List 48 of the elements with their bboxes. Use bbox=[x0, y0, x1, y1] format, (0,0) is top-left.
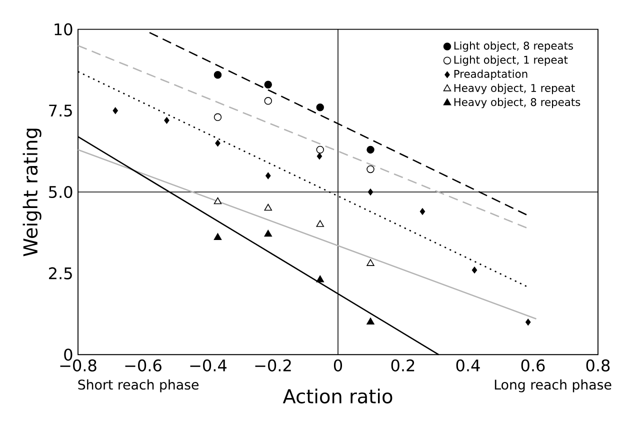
point bbox=[420, 208, 426, 215]
y-tick-label: 0 bbox=[64, 348, 72, 361]
point bbox=[266, 172, 271, 180]
point bbox=[366, 318, 374, 325]
legend-label: Heavy object, 1 repeat bbox=[454, 84, 575, 94]
point bbox=[472, 266, 478, 274]
y-axis-title: Weight rating bbox=[22, 128, 42, 256]
y-tick-label: 10 bbox=[54, 23, 72, 36]
x-tick-label: 0.6 bbox=[521, 359, 545, 372]
x-tick-label: 0.4 bbox=[456, 359, 480, 372]
point bbox=[316, 220, 324, 227]
legend-label: Preadaptation bbox=[454, 70, 528, 80]
point bbox=[368, 188, 374, 196]
point bbox=[316, 275, 324, 282]
x-axis-title: Action ratio bbox=[282, 388, 392, 404]
x-tick-label: −0.6 bbox=[125, 359, 162, 372]
legend-label: Heavy object, 8 repeats bbox=[454, 98, 580, 108]
point bbox=[214, 113, 222, 122]
legend-label: Light object, 1 repeat bbox=[454, 56, 568, 66]
x-tick-label: 0.2 bbox=[391, 359, 414, 372]
point bbox=[264, 230, 272, 237]
x-tick-label: −0.2 bbox=[255, 359, 291, 372]
x-tick-label: 0.8 bbox=[586, 359, 610, 372]
point bbox=[264, 80, 272, 88]
y-tick-label: 7.5 bbox=[49, 104, 72, 117]
point bbox=[215, 140, 220, 147]
x-tick-label: −0.4 bbox=[190, 359, 227, 372]
legend-label: Light object, 8 repeats bbox=[454, 41, 574, 52]
y-tick-label: 5.0 bbox=[49, 186, 72, 198]
point bbox=[164, 117, 170, 124]
point bbox=[366, 165, 374, 174]
text: Short reach phase bbox=[78, 379, 199, 392]
x-tick-label: 0 bbox=[334, 359, 342, 372]
point bbox=[316, 152, 322, 160]
point bbox=[112, 107, 118, 114]
point bbox=[214, 71, 222, 79]
y-tick-label: 2.5 bbox=[49, 267, 72, 280]
point bbox=[214, 197, 222, 204]
point bbox=[264, 204, 272, 211]
x-tick-label: −0.8 bbox=[60, 359, 96, 372]
point bbox=[214, 233, 222, 240]
point bbox=[366, 146, 374, 154]
point bbox=[316, 146, 324, 154]
point bbox=[316, 104, 324, 112]
text: Long reach phase bbox=[494, 379, 612, 392]
point bbox=[366, 259, 374, 266]
point bbox=[526, 318, 531, 326]
point bbox=[264, 97, 272, 105]
